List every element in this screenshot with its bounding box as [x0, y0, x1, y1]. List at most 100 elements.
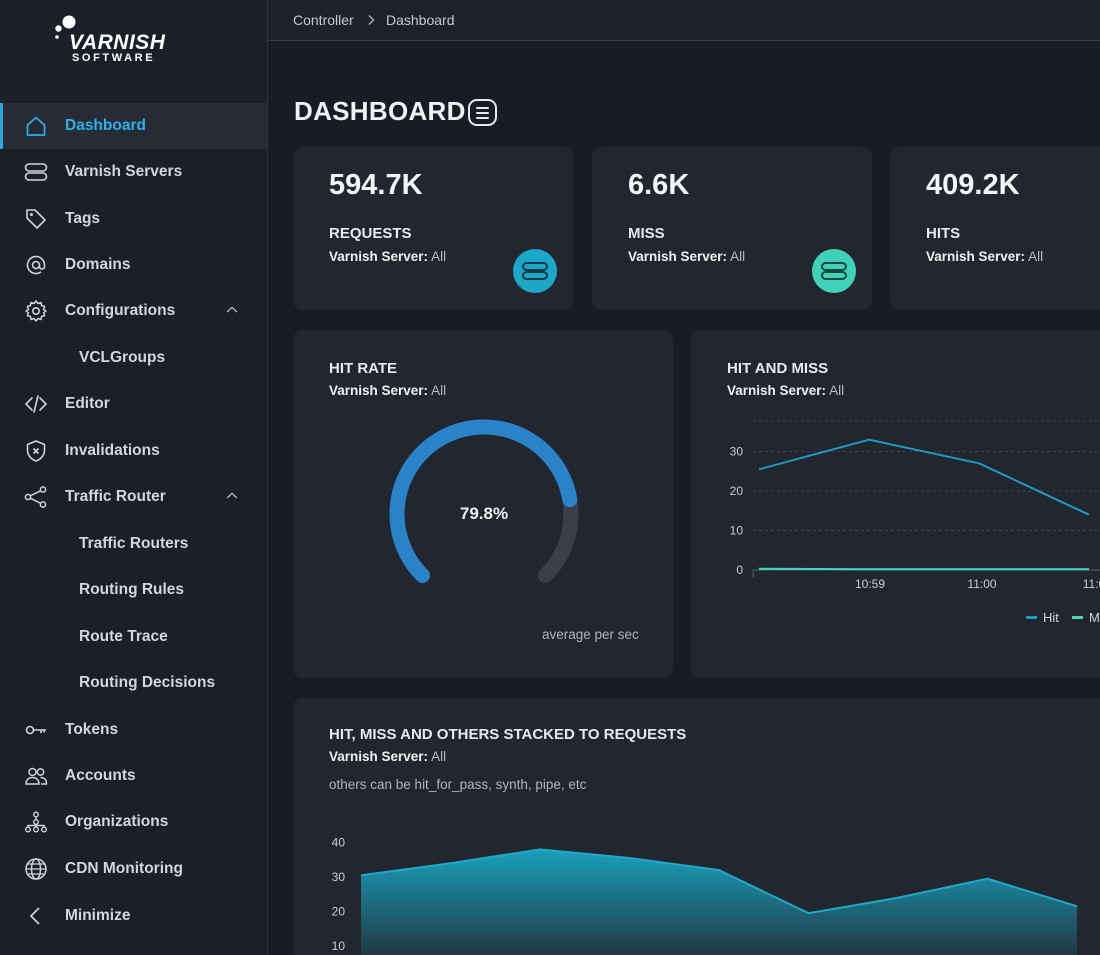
- y-tick-label: 40: [332, 836, 346, 850]
- sidebar-item-organizations[interactable]: Organizations: [0, 799, 267, 845]
- gauge-note: average per sec: [542, 627, 639, 642]
- y-tick-label: 30: [730, 445, 744, 459]
- share-icon: [24, 486, 47, 508]
- y-tick-label: 20: [730, 484, 744, 498]
- sidebar-item-minimize[interactable]: Minimize: [0, 893, 267, 939]
- sidebar-item-label: Routing Rules: [79, 581, 185, 598]
- stat-icon-circle: [812, 249, 856, 293]
- server-filter-value: All: [730, 249, 746, 264]
- server-icon: [821, 262, 847, 280]
- sidebar-item-label: Tokens: [65, 721, 119, 738]
- y-tick-label: 10: [730, 524, 744, 538]
- server-filter-value: All: [1028, 249, 1044, 264]
- at-icon: [26, 255, 46, 275]
- varnish-logo[interactable]: VARNISH SOFTWARE: [52, 14, 172, 66]
- sidebar-item-vclgroups[interactable]: VCLGroups: [0, 335, 267, 381]
- code-icon: [24, 395, 48, 413]
- sidebar-item-label: Route Trace: [79, 628, 168, 645]
- sidebar-item-label: Organizations: [65, 813, 169, 830]
- menu-line: [476, 112, 489, 114]
- server-filter-label: Varnish Server:: [628, 249, 728, 264]
- legend-label-miss: M: [1089, 610, 1100, 625]
- sidebar-item-label: Traffic Router: [65, 488, 166, 505]
- sidebar-item-route-trace[interactable]: Route Trace: [0, 614, 267, 660]
- card-title: HIT, MISS AND OTHERS STACKED TO REQUESTS: [329, 726, 687, 743]
- legend-swatch-hit: [1026, 616, 1037, 619]
- card-title: HIT RATE: [329, 360, 398, 377]
- gear-icon: [25, 300, 47, 322]
- menu-line: [476, 107, 489, 109]
- sidebar-item-label: Minimize: [65, 907, 131, 924]
- legend-label-hit: Hit: [1043, 610, 1059, 625]
- server-filter: Varnish Server: All: [329, 383, 446, 398]
- stacked-note: others can be hit_for_pass, synth, pipe,…: [329, 777, 587, 792]
- stat-label: MISS: [628, 225, 665, 242]
- sidebar: VARNISH SOFTWARE Dashboard Varnish Serve…: [0, 0, 268, 955]
- server-filter: Varnish Server: All: [628, 249, 745, 264]
- org-tree-icon: [25, 811, 48, 833]
- stacked-requests-card: HIT, MISS AND OTHERS STACKED TO REQUESTS…: [293, 698, 1100, 955]
- server-filter: Varnish Server: All: [329, 749, 446, 764]
- menu-line: [476, 117, 489, 119]
- x-tick-label: 11:0: [1083, 577, 1100, 591]
- y-tick-label: 0: [736, 563, 743, 577]
- sidebar-item-label: Invalidations: [65, 442, 160, 459]
- sidebar-item-routing-rules[interactable]: Routing Rules: [0, 567, 267, 613]
- stat-value: 594.7K: [329, 169, 423, 201]
- gauge-fill: [389, 419, 578, 583]
- chevron-up-icon: [226, 306, 238, 313]
- sidebar-item-routing-decisions[interactable]: Routing Decisions: [0, 660, 267, 706]
- sidebar-item-dashboard[interactable]: Dashboard: [0, 103, 267, 149]
- sidebar-item-traffic-routers[interactable]: Traffic Routers: [0, 521, 267, 567]
- x-tick-label: 10:59: [855, 577, 885, 591]
- sidebar-item-traffic-router[interactable]: Traffic Router: [0, 474, 267, 520]
- stat-value: 6.6K: [628, 169, 690, 201]
- server-filter-value: All: [829, 383, 845, 398]
- sidebar-item-editor[interactable]: Editor: [0, 381, 267, 427]
- sidebar-item-accounts[interactable]: Accounts: [0, 753, 267, 799]
- globe-icon: [25, 858, 47, 880]
- page-title: DASHBOARD: [294, 96, 466, 126]
- series-line-hit: [758, 438, 1090, 516]
- sidebar-item-tokens[interactable]: Tokens: [0, 707, 267, 753]
- sidebar-item-varnish-servers[interactable]: Varnish Servers: [0, 149, 267, 195]
- topbar: Controller Dashboard: [268, 0, 1100, 41]
- stat-label: HITS: [926, 225, 961, 242]
- key-icon: [25, 725, 46, 735]
- hit-rate-gauge: 79.8%: [389, 419, 579, 583]
- sidebar-item-domains[interactable]: Domains: [0, 242, 267, 288]
- sidebar-item-label: Domains: [65, 256, 131, 273]
- server-filter: Varnish Server: All: [329, 249, 446, 264]
- home-icon: [26, 116, 46, 136]
- sidebar-item-label: Configurations: [65, 302, 176, 319]
- server-filter-label: Varnish Server:: [329, 249, 429, 264]
- sidebar-item-label: Tags: [65, 210, 101, 227]
- sidebar-item-label: CDN Monitoring: [65, 860, 183, 877]
- sidebar-item-cdn-monitoring[interactable]: CDN Monitoring: [0, 846, 267, 892]
- breadcrumb-controller[interactable]: Controller: [293, 12, 354, 28]
- sidebar-item-label: Editor: [65, 395, 110, 412]
- server-filter-value: All: [431, 383, 447, 398]
- stacked-requests-chart: 10 20 30 40: [332, 836, 1078, 955]
- sidebar-item-configurations[interactable]: Configurations: [0, 288, 267, 334]
- shield-x-icon: [26, 440, 46, 462]
- logo-dots-icon: [55, 15, 76, 39]
- sidebar-item-label: Traffic Routers: [79, 535, 189, 552]
- x-tick-label: 11:00: [967, 577, 996, 591]
- stat-card-requests: 594.7K REQUESTS Varnish Server: All: [293, 147, 573, 310]
- breadcrumb-dashboard: Dashboard: [386, 12, 455, 28]
- sidebar-item-invalidations[interactable]: Invalidations: [0, 428, 267, 474]
- legend-swatch-miss: [1072, 616, 1083, 619]
- card-title: HIT AND MISS: [727, 360, 829, 377]
- chevron-left-icon: [29, 907, 40, 925]
- gauge-value: 79.8%: [460, 504, 508, 523]
- users-icon: [25, 767, 48, 785]
- hit-rate-card: HIT RATE Varnish Server: All 79.8% avera…: [293, 330, 673, 678]
- y-tick-label: 30: [332, 870, 346, 884]
- menu-button[interactable]: [468, 99, 497, 126]
- stat-value: 409.2K: [926, 169, 1020, 201]
- stat-card-miss: 6.6K MISS Varnish Server: All: [592, 147, 872, 310]
- server-filter-value: All: [431, 249, 447, 264]
- sidebar-item-label: Accounts: [65, 767, 136, 784]
- sidebar-item-tags[interactable]: Tags: [0, 196, 267, 242]
